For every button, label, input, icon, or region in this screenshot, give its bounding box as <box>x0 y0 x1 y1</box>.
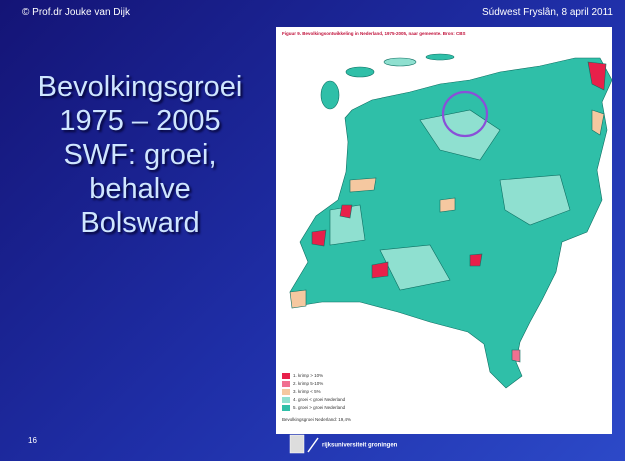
title-line: Bevolkingsgroei <box>37 71 243 103</box>
island <box>425 53 455 61</box>
logo-stroke <box>307 437 319 453</box>
title-line: 1975 – 2005 <box>59 105 221 137</box>
legend-swatch <box>282 405 290 411</box>
header-right: Súdwest Fryslân, 8 april 2011 <box>482 7 613 18</box>
legend: 1. krimp > 10% 2. krimp 5-10% 3. krimp < 5… <box>282 373 351 422</box>
title-line: SWF: groei, <box>63 139 217 171</box>
region <box>379 244 451 291</box>
region <box>371 261 389 279</box>
highlight-circle <box>441 90 489 138</box>
slide-title: Bevolkingsgroei 1975 – 2005 SWF: groei, beh… <box>0 70 280 240</box>
logo-text: rijksuniversiteit groningen <box>322 443 398 449</box>
island <box>383 57 417 67</box>
island <box>345 66 375 78</box>
region <box>511 349 521 363</box>
logo-shield <box>289 434 305 454</box>
region <box>587 61 607 91</box>
region <box>469 253 483 267</box>
legend-label: 1. krimp > 10% <box>293 373 323 378</box>
legend-label: 5. groei > groei Nederland <box>293 405 346 410</box>
figure-caption: Figuur 9. Bevolkingsontwikkeling in Nede… <box>282 31 466 36</box>
region <box>339 204 353 219</box>
legend-note: Bevolkingsgroei Nederland: 19,4% <box>282 417 351 422</box>
legend-label: 3. krimp < 5% <box>293 389 321 394</box>
legend-label: 4. groei < groei Nederland <box>293 397 346 402</box>
header-left: © Prof.dr Jouke van Dijk <box>22 7 130 18</box>
region <box>289 289 307 309</box>
legend-label: 2. krimp 5-10% <box>293 381 323 386</box>
page-number: 16 <box>28 436 37 445</box>
region <box>439 197 456 213</box>
legend-swatch <box>282 373 290 379</box>
island <box>320 80 340 110</box>
region <box>311 229 327 247</box>
region <box>499 174 571 226</box>
title-line: behalve <box>89 173 191 205</box>
legend-swatch <box>282 397 290 403</box>
footer-logo: rijksuniversiteit groningen <box>289 434 398 454</box>
region <box>591 109 605 136</box>
legend-swatch <box>282 381 290 387</box>
region <box>349 177 377 193</box>
title-line: Bolsward <box>80 207 200 239</box>
legend-swatch <box>282 389 290 395</box>
